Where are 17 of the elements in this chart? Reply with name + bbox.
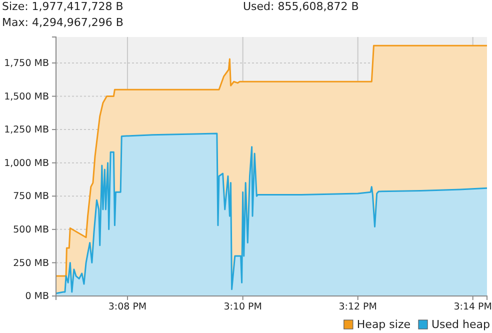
y-tick-label: 1,500 MB	[4, 91, 49, 102]
text: Used: 855,608,872 B	[243, 0, 359, 13]
y-tick-label: 250 MB	[13, 258, 49, 269]
y-tick-label: 750 MB	[13, 191, 49, 202]
legend-label: Used heap	[432, 318, 490, 331]
legend-label: Heap size	[356, 318, 411, 331]
text: Size: 1,977,417,728 B	[2, 0, 124, 13]
x-tick-label: 3:12 PM	[338, 302, 377, 313]
y-tick-label: 500 MB	[13, 224, 49, 236]
text: Max: 4,294,967,296 B	[2, 16, 124, 29]
y-tick-label: 0 MB	[25, 291, 49, 302]
x-tick-label: 3:10 PM	[224, 302, 262, 313]
y-tick-label: 1,000 MB	[4, 158, 49, 169]
y-tick-label: 1,250 MB	[4, 124, 49, 136]
y-tick-label: 1,750 MB	[4, 58, 49, 70]
x-tick-label: 3:08 PM	[108, 302, 147, 313]
x-tick-label: 3:14 PM	[454, 302, 492, 313]
